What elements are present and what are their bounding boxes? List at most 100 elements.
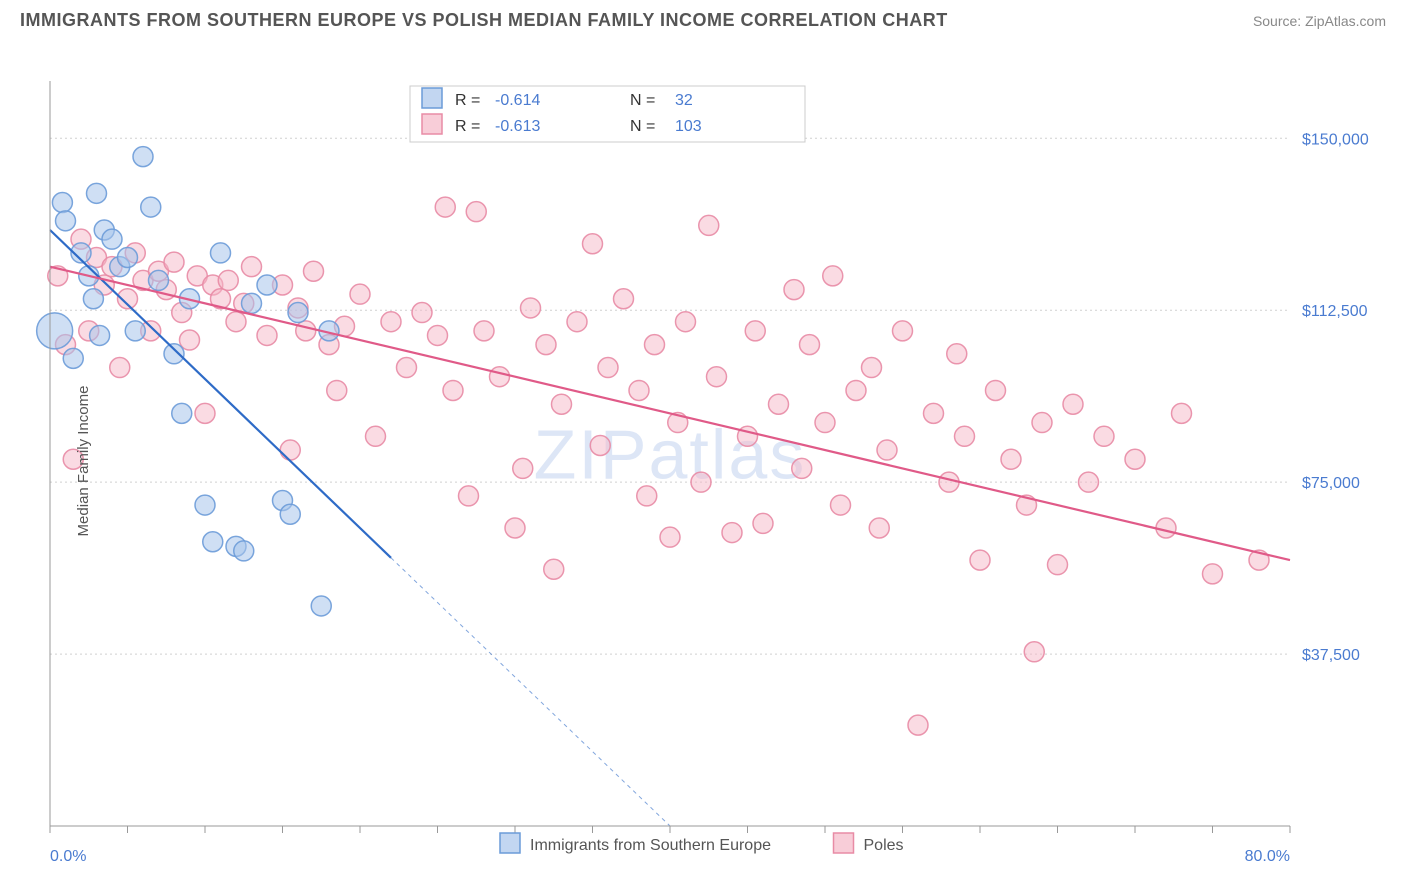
x-max-label: 80.0%	[1245, 848, 1290, 865]
y-tick-label: $150,000	[1302, 131, 1369, 148]
scatter-point	[800, 335, 820, 355]
scatter-point	[908, 715, 928, 735]
y-tick-label: $112,500	[1302, 303, 1368, 320]
scatter-point	[102, 229, 122, 249]
scatter-point	[1001, 449, 1021, 469]
scatter-point	[397, 358, 417, 378]
scatter-point	[614, 289, 634, 309]
scatter-point	[893, 321, 913, 341]
scatter-point	[56, 211, 76, 231]
scatter-point	[83, 289, 103, 309]
chart-title: IMMIGRANTS FROM SOUTHERN EUROPE VS POLIS…	[20, 10, 948, 31]
scatter-point	[1024, 642, 1044, 662]
scatter-point	[691, 472, 711, 492]
scatter-point	[195, 403, 215, 423]
scatter-point	[164, 252, 184, 272]
scatter-point	[552, 394, 572, 414]
scatter-point	[63, 348, 83, 368]
scatter-point	[110, 358, 130, 378]
scatter-point	[513, 458, 533, 478]
scatter-point	[1172, 403, 1192, 423]
scatter-point	[490, 367, 510, 387]
scatter-point	[327, 380, 347, 400]
scatter-point	[986, 380, 1006, 400]
scatter-point	[218, 270, 238, 290]
scatter-point	[567, 312, 587, 332]
scatter-point	[645, 335, 665, 355]
scatter-point	[350, 284, 370, 304]
scatter-point	[637, 486, 657, 506]
scatter-point	[505, 518, 525, 538]
regression-line-extrapolated	[391, 558, 670, 826]
scatter-point	[1063, 394, 1083, 414]
scatter-point	[242, 257, 262, 277]
source-attribution: Source: ZipAtlas.com	[1253, 13, 1386, 29]
scatter-point	[172, 403, 192, 423]
scatter-point	[311, 596, 331, 616]
scatter-point	[544, 559, 564, 579]
scatter-point	[831, 495, 851, 515]
scatter-point	[118, 248, 138, 268]
scatter-point	[164, 344, 184, 364]
scatter-point	[598, 358, 618, 378]
scatter-point	[459, 486, 479, 506]
scatter-point	[1203, 564, 1223, 584]
legend-series-label: Poles	[864, 837, 904, 854]
scatter-point	[1125, 449, 1145, 469]
scatter-point	[676, 312, 696, 332]
scatter-point	[133, 147, 153, 167]
y-tick-label: $37,500	[1302, 647, 1360, 664]
scatter-point	[180, 330, 200, 350]
scatter-point	[955, 426, 975, 446]
legend-swatch	[500, 833, 520, 853]
scatter-point	[745, 321, 765, 341]
scatter-point	[660, 527, 680, 547]
scatter-point	[141, 197, 161, 217]
scatter-point	[753, 513, 773, 533]
scatter-point	[474, 321, 494, 341]
scatter-point	[37, 313, 73, 349]
scatter-point	[195, 495, 215, 515]
legend-n-value: 32	[675, 92, 693, 109]
legend-swatch	[834, 833, 854, 853]
scatter-point	[521, 298, 541, 318]
legend-n-label: N =	[630, 92, 655, 109]
scatter-point	[769, 394, 789, 414]
scatter-point	[443, 380, 463, 400]
scatter-point	[90, 325, 110, 345]
scatter-point	[288, 303, 308, 323]
scatter-point	[242, 293, 262, 313]
scatter-point	[583, 234, 603, 254]
scatter-point	[87, 183, 107, 203]
scatter-point	[296, 321, 316, 341]
scatter-point	[1032, 413, 1052, 433]
scatter-point	[1048, 555, 1068, 575]
scatter-point	[203, 532, 223, 552]
scatter-point	[784, 280, 804, 300]
scatter-point	[304, 261, 324, 281]
scatter-point	[234, 541, 254, 561]
y-tick-label: $75,000	[1302, 475, 1360, 492]
scatter-point	[862, 358, 882, 378]
scatter-point	[536, 335, 556, 355]
scatter-point	[149, 270, 169, 290]
scatter-point	[52, 192, 72, 212]
scatter-point	[257, 275, 277, 295]
scatter-point	[211, 243, 231, 263]
scatter-point	[381, 312, 401, 332]
scatter-point	[823, 266, 843, 286]
scatter-point	[125, 321, 145, 341]
legend-series-label: Immigrants from Southern Europe	[530, 837, 771, 854]
scatter-point	[792, 458, 812, 478]
y-axis-label: Median Family Income	[75, 386, 92, 537]
legend-r-label: R =	[455, 92, 480, 109]
legend-swatch	[422, 88, 442, 108]
scatter-point	[428, 325, 448, 345]
scatter-point	[366, 426, 386, 446]
scatter-point	[869, 518, 889, 538]
scatter-chart: ZIPatlas$37,500$75,000$112,500$150,0000.…	[0, 36, 1406, 886]
scatter-point	[1094, 426, 1114, 446]
chart-container: Median Family Income ZIPatlas$37,500$75,…	[0, 36, 1406, 886]
scatter-point	[466, 202, 486, 222]
scatter-point	[970, 550, 990, 570]
